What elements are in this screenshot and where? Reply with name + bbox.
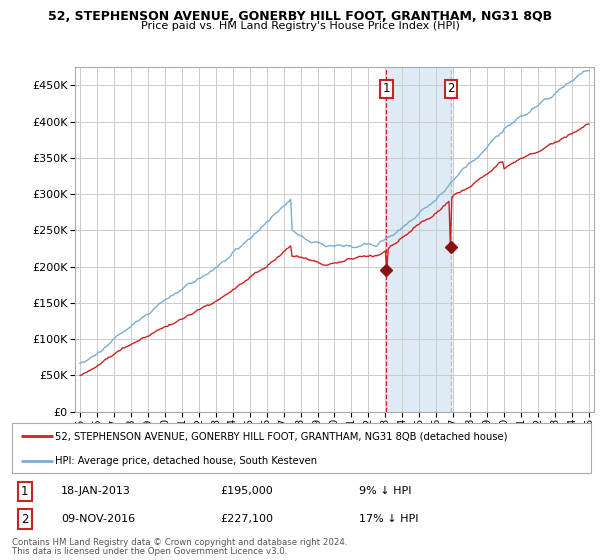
Text: 18-JAN-2013: 18-JAN-2013 xyxy=(61,487,131,496)
Text: 2: 2 xyxy=(21,512,28,526)
Text: This data is licensed under the Open Government Licence v3.0.: This data is licensed under the Open Gov… xyxy=(12,548,287,557)
FancyBboxPatch shape xyxy=(12,423,591,473)
Text: 2: 2 xyxy=(447,82,455,95)
Text: 17% ↓ HPI: 17% ↓ HPI xyxy=(359,514,419,524)
Bar xyxy=(386,67,451,412)
Text: Price paid vs. HM Land Registry's House Price Index (HPI): Price paid vs. HM Land Registry's House … xyxy=(140,21,460,31)
Text: £227,100: £227,100 xyxy=(220,514,274,524)
Text: 52, STEPHENSON AVENUE, GONERBY HILL FOOT, GRANTHAM, NG31 8QB (detached house): 52, STEPHENSON AVENUE, GONERBY HILL FOOT… xyxy=(55,431,508,441)
Text: 1: 1 xyxy=(382,82,390,95)
Text: 09-NOV-2016: 09-NOV-2016 xyxy=(61,514,136,524)
Text: Contains HM Land Registry data © Crown copyright and database right 2024.: Contains HM Land Registry data © Crown c… xyxy=(12,539,347,548)
Text: 52, STEPHENSON AVENUE, GONERBY HILL FOOT, GRANTHAM, NG31 8QB: 52, STEPHENSON AVENUE, GONERBY HILL FOOT… xyxy=(48,10,552,23)
Text: HPI: Average price, detached house, South Kesteven: HPI: Average price, detached house, Sout… xyxy=(55,456,317,465)
Text: 1: 1 xyxy=(21,485,28,498)
Text: £195,000: £195,000 xyxy=(220,487,273,496)
Text: 9% ↓ HPI: 9% ↓ HPI xyxy=(359,487,412,496)
